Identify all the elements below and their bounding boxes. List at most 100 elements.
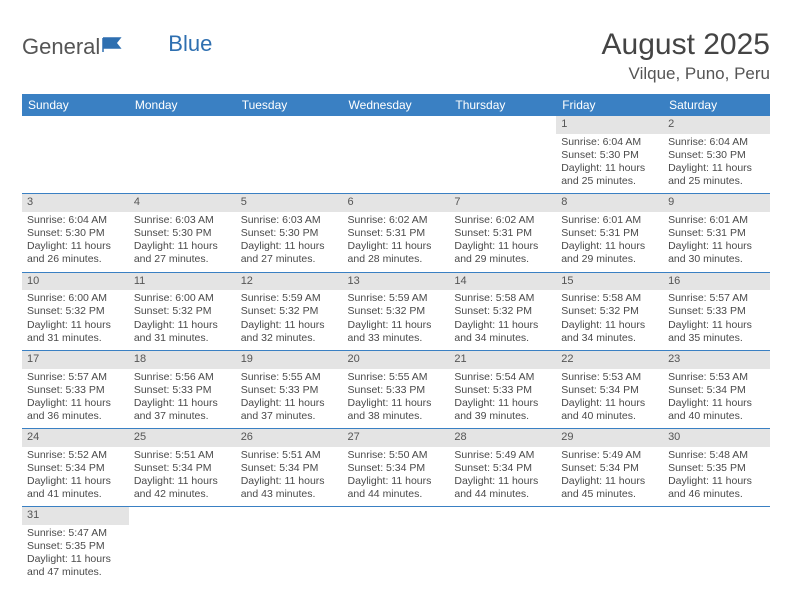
daylight-line: Daylight: 11 hours and 30 minutes. — [668, 240, 765, 266]
sunset-line: Sunset: 5:32 PM — [27, 305, 124, 318]
sunrise-line: Sunrise: 5:56 AM — [134, 371, 231, 384]
sunrise-line: Sunrise: 5:53 AM — [561, 371, 658, 384]
sunrise-line: Sunrise: 5:54 AM — [454, 371, 551, 384]
calendar-cell: 13Sunrise: 5:59 AMSunset: 5:32 PMDayligh… — [343, 272, 450, 350]
sunset-line: Sunset: 5:33 PM — [134, 384, 231, 397]
day-number: 14 — [449, 273, 556, 291]
calendar-cell-empty — [236, 507, 343, 585]
weekday-header: Sunday — [22, 94, 129, 116]
sunrise-line: Sunrise: 5:58 AM — [454, 292, 551, 305]
sunrise-line: Sunrise: 6:00 AM — [134, 292, 231, 305]
sunset-line: Sunset: 5:32 PM — [561, 305, 658, 318]
calendar-cell: 24Sunrise: 5:52 AMSunset: 5:34 PMDayligh… — [22, 429, 129, 507]
sunrise-line: Sunrise: 6:03 AM — [134, 214, 231, 227]
calendar-row: 24Sunrise: 5:52 AMSunset: 5:34 PMDayligh… — [22, 429, 770, 507]
calendar-cell: 16Sunrise: 5:57 AMSunset: 5:33 PMDayligh… — [663, 272, 770, 350]
daylight-line: Daylight: 11 hours and 39 minutes. — [454, 397, 551, 423]
day-number: 13 — [343, 273, 450, 291]
day-number: 22 — [556, 351, 663, 369]
sunset-line: Sunset: 5:30 PM — [241, 227, 338, 240]
calendar-row: 3Sunrise: 6:04 AMSunset: 5:30 PMDaylight… — [22, 194, 770, 272]
calendar-cell: 4Sunrise: 6:03 AMSunset: 5:30 PMDaylight… — [129, 194, 236, 272]
daylight-line: Daylight: 11 hours and 25 minutes. — [668, 162, 765, 188]
day-number: 28 — [449, 429, 556, 447]
day-number: 27 — [343, 429, 450, 447]
daylight-line: Daylight: 11 hours and 36 minutes. — [27, 397, 124, 423]
sunrise-line: Sunrise: 5:58 AM — [561, 292, 658, 305]
day-number: 19 — [236, 351, 343, 369]
calendar-row: 31Sunrise: 5:47 AMSunset: 5:35 PMDayligh… — [22, 507, 770, 585]
sunrise-line: Sunrise: 5:52 AM — [27, 449, 124, 462]
calendar-cell: 23Sunrise: 5:53 AMSunset: 5:34 PMDayligh… — [663, 350, 770, 428]
sunset-line: Sunset: 5:33 PM — [27, 384, 124, 397]
day-number: 29 — [556, 429, 663, 447]
daylight-line: Daylight: 11 hours and 33 minutes. — [348, 319, 445, 345]
daylight-line: Daylight: 11 hours and 40 minutes. — [561, 397, 658, 423]
day-number: 5 — [236, 194, 343, 212]
daylight-line: Daylight: 11 hours and 47 minutes. — [27, 553, 124, 579]
daylight-line: Daylight: 11 hours and 26 minutes. — [27, 240, 124, 266]
daylight-line: Daylight: 11 hours and 40 minutes. — [668, 397, 765, 423]
sunrise-line: Sunrise: 6:04 AM — [668, 136, 765, 149]
day-number: 7 — [449, 194, 556, 212]
daylight-line: Daylight: 11 hours and 37 minutes. — [241, 397, 338, 423]
daylight-line: Daylight: 11 hours and 38 minutes. — [348, 397, 445, 423]
sunset-line: Sunset: 5:34 PM — [454, 462, 551, 475]
daylight-line: Daylight: 11 hours and 31 minutes. — [27, 319, 124, 345]
day-number: 20 — [343, 351, 450, 369]
weekday-header: Monday — [129, 94, 236, 116]
weekday-header: Saturday — [663, 94, 770, 116]
calendar-cell: 31Sunrise: 5:47 AMSunset: 5:35 PMDayligh… — [22, 507, 129, 585]
daylight-line: Daylight: 11 hours and 44 minutes. — [348, 475, 445, 501]
sunset-line: Sunset: 5:34 PM — [241, 462, 338, 475]
daylight-line: Daylight: 11 hours and 37 minutes. — [134, 397, 231, 423]
calendar-row: 17Sunrise: 5:57 AMSunset: 5:33 PMDayligh… — [22, 350, 770, 428]
sunrise-line: Sunrise: 6:04 AM — [27, 214, 124, 227]
sunset-line: Sunset: 5:34 PM — [561, 384, 658, 397]
sunrise-line: Sunrise: 5:59 AM — [348, 292, 445, 305]
calendar-cell: 8 Sunrise: 6:01 AMSunset: 5:31 PMDaylight… — [556, 194, 663, 272]
daylight-line: Daylight: 11 hours and 43 minutes. — [241, 475, 338, 501]
day-number: 25 — [129, 429, 236, 447]
flag-icon — [102, 34, 126, 60]
calendar-row: 10Sunrise: 6:00 AMSunset: 5:32 PMDayligh… — [22, 272, 770, 350]
calendar-cell: 1Sunrise: 6:04 AMSunset: 5:30 PMDaylight… — [556, 116, 663, 194]
weekday-header: Wednesday — [343, 94, 450, 116]
sunset-line: Sunset: 5:32 PM — [134, 305, 231, 318]
day-number: 15 — [556, 273, 663, 291]
sunset-line: Sunset: 5:30 PM — [561, 149, 658, 162]
calendar-cell-empty — [556, 507, 663, 585]
calendar-cell: 17Sunrise: 5:57 AMSunset: 5:33 PMDayligh… — [22, 350, 129, 428]
day-number: 17 — [22, 351, 129, 369]
day-number: 10 — [22, 273, 129, 291]
daylight-line: Daylight: 11 hours and 41 minutes. — [27, 475, 124, 501]
daylight-line: Daylight: 11 hours and 44 minutes. — [454, 475, 551, 501]
sunset-line: Sunset: 5:31 PM — [561, 227, 658, 240]
sunset-line: Sunset: 5:30 PM — [134, 227, 231, 240]
sunrise-line: Sunrise: 5:49 AM — [454, 449, 551, 462]
day-number: 8 — [556, 194, 663, 212]
calendar-cell: 6Sunrise: 6:02 AMSunset: 5:31 PMDaylight… — [343, 194, 450, 272]
calendar-cell-empty — [449, 116, 556, 194]
calendar-cell: 14Sunrise: 5:58 AMSunset: 5:32 PMDayligh… — [449, 272, 556, 350]
logo-text-1: General — [22, 34, 100, 60]
daylight-line: Daylight: 11 hours and 34 minutes. — [454, 319, 551, 345]
daylight-line: Daylight: 11 hours and 27 minutes. — [241, 240, 338, 266]
calendar-cell: 26Sunrise: 5:51 AMSunset: 5:34 PMDayligh… — [236, 429, 343, 507]
sunset-line: Sunset: 5:32 PM — [348, 305, 445, 318]
sunrise-line: Sunrise: 6:01 AM — [561, 214, 658, 227]
calendar-table: SundayMondayTuesdayWednesdayThursdayFrid… — [22, 94, 770, 585]
day-number: 18 — [129, 351, 236, 369]
sunrise-line: Sunrise: 6:02 AM — [454, 214, 551, 227]
daylight-line: Daylight: 11 hours and 31 minutes. — [134, 319, 231, 345]
sunset-line: Sunset: 5:34 PM — [668, 384, 765, 397]
daylight-line: Daylight: 11 hours and 29 minutes. — [561, 240, 658, 266]
daylight-line: Daylight: 11 hours and 46 minutes. — [668, 475, 765, 501]
sunrise-line: Sunrise: 6:02 AM — [348, 214, 445, 227]
header: General Blue August 2025 Vilque, Puno, P… — [22, 28, 770, 84]
day-number: 31 — [22, 507, 129, 525]
daylight-line: Daylight: 11 hours and 35 minutes. — [668, 319, 765, 345]
sunrise-line: Sunrise: 5:47 AM — [27, 527, 124, 540]
weekday-header: Tuesday — [236, 94, 343, 116]
day-number: 21 — [449, 351, 556, 369]
